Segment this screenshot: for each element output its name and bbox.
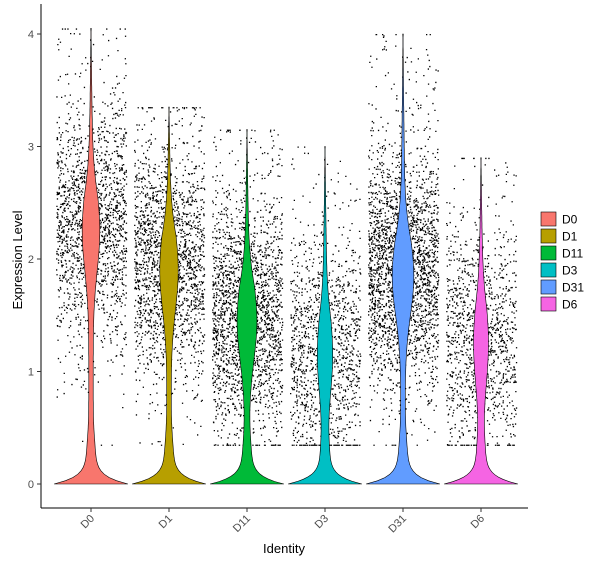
- violin-d3: [288, 146, 362, 485]
- legend-label: D1: [562, 230, 578, 244]
- legend-key-d1: [540, 228, 557, 244]
- x-tick-label: D31: [386, 513, 409, 536]
- y-tick-label: 3: [28, 142, 34, 154]
- x-tick-label: D6: [469, 513, 487, 531]
- y-tick-label: 2: [28, 254, 34, 266]
- jitter-dots: [56, 28, 518, 446]
- y-axis-title: Expression Level: [10, 210, 25, 309]
- x-axis-title: Identity: [263, 541, 305, 556]
- y-tick-label: 1: [28, 367, 34, 379]
- legend-key-d11: [540, 245, 557, 261]
- legend-label: D11: [562, 247, 583, 261]
- y-tick-label: 4: [28, 29, 34, 41]
- legend-label: D0: [562, 213, 578, 227]
- x-tick-label: D1: [157, 513, 175, 531]
- legend-key-d3: [540, 262, 557, 278]
- legend-key-d31: [540, 279, 557, 295]
- x-tick-label: D0: [79, 513, 97, 531]
- violins: [54, 28, 518, 485]
- violin-d11: [210, 129, 284, 485]
- violin-d0: [54, 28, 128, 485]
- legend-label: D6: [562, 298, 578, 312]
- violin-d6: [444, 157, 518, 485]
- legend-label: D3: [562, 264, 578, 278]
- legend-label: D31: [562, 281, 584, 295]
- axes: 0 1 2 3 4 D0 D1 D11 D3 D31 D6: [28, 4, 528, 535]
- violin-d31: [366, 33, 440, 485]
- violin-d1: [132, 106, 206, 485]
- legend: D0 D1 D11 D3 D31 D6: [540, 211, 584, 312]
- legend-key-d6: [540, 296, 557, 312]
- x-tick-label: D3: [313, 513, 331, 531]
- x-tick-label: D11: [231, 513, 253, 535]
- jitter-points: [56, 28, 518, 446]
- y-tick-label: 0: [28, 479, 34, 491]
- legend-key-d0: [540, 211, 557, 227]
